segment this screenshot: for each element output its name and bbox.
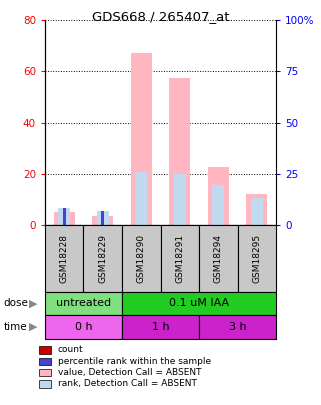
Bar	[199, 225, 238, 292]
Bar	[169, 78, 190, 225]
Bar	[83, 225, 122, 292]
Text: count: count	[58, 345, 83, 354]
Text: ▶: ▶	[30, 298, 38, 308]
Text: ▶: ▶	[30, 322, 38, 332]
Text: 0 h: 0 h	[75, 322, 92, 332]
Text: time: time	[3, 322, 27, 332]
Bar	[246, 194, 267, 225]
Text: rank, Detection Call = ABSENT: rank, Detection Call = ABSENT	[58, 379, 197, 388]
Text: GSM18290: GSM18290	[137, 234, 146, 283]
Bar	[54, 212, 75, 225]
Bar	[174, 174, 186, 225]
Bar	[58, 209, 70, 225]
Text: dose: dose	[3, 298, 28, 308]
Bar	[122, 292, 276, 315]
Bar	[97, 211, 108, 225]
Text: GSM18295: GSM18295	[252, 234, 261, 283]
Bar	[101, 211, 104, 225]
Bar	[131, 53, 152, 225]
Bar	[92, 216, 113, 225]
Bar	[122, 225, 160, 292]
Text: value, Detection Call = ABSENT: value, Detection Call = ABSENT	[58, 368, 201, 377]
Text: GDS668 / 265407_at: GDS668 / 265407_at	[92, 10, 229, 23]
Text: 3 h: 3 h	[229, 322, 246, 332]
Text: GSM18229: GSM18229	[98, 234, 107, 283]
Text: GSM18291: GSM18291	[175, 234, 184, 283]
Bar	[45, 292, 122, 315]
Bar	[63, 209, 66, 225]
Text: GSM18294: GSM18294	[214, 234, 223, 283]
Bar	[208, 167, 229, 225]
Text: percentile rank within the sample: percentile rank within the sample	[58, 357, 211, 366]
Bar	[251, 198, 263, 225]
Text: untreated: untreated	[56, 298, 111, 308]
Bar	[213, 185, 224, 225]
Bar	[135, 172, 147, 225]
Bar	[63, 212, 66, 225]
Text: GSM18228: GSM18228	[60, 234, 69, 283]
Bar	[45, 225, 83, 292]
Bar	[122, 315, 199, 339]
Text: 1 h: 1 h	[152, 322, 169, 332]
Bar	[160, 225, 199, 292]
Text: 0.1 uM IAA: 0.1 uM IAA	[169, 298, 229, 308]
Bar	[238, 225, 276, 292]
Bar	[45, 315, 122, 339]
Bar	[199, 315, 276, 339]
Bar	[101, 216, 104, 225]
